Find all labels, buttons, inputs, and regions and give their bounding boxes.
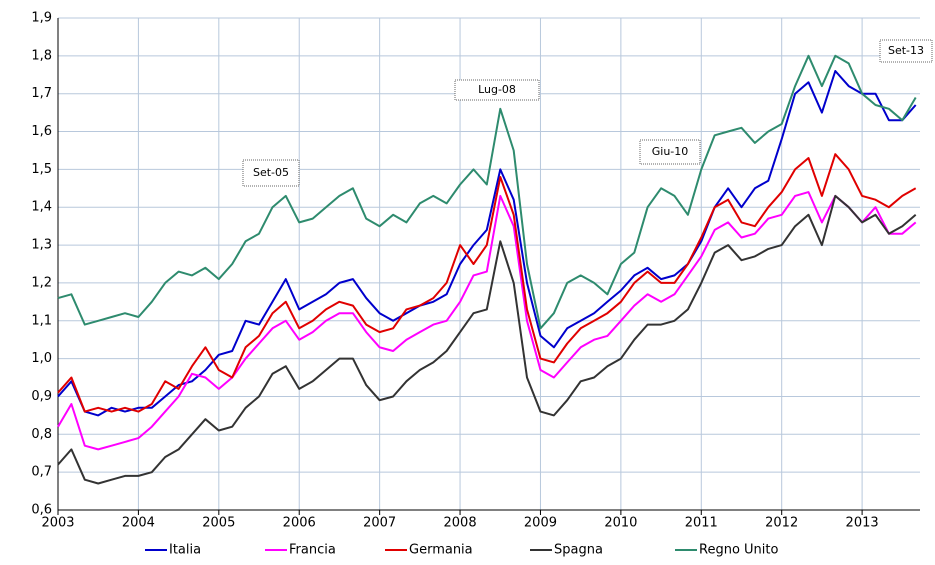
- annotation-box: [639, 139, 701, 165]
- x-tick-label: 2005: [202, 516, 235, 531]
- y-tick-label: 1,6: [31, 124, 52, 139]
- y-tick-label: 1,8: [31, 48, 52, 63]
- series-line: [57, 194, 917, 485]
- x-tick-label: 2006: [283, 516, 316, 531]
- annotation: Lug-08: [478, 83, 516, 96]
- y-tick-label: 0,7: [31, 465, 52, 480]
- annotation-box: [242, 159, 300, 187]
- x-tick-label: 2003: [41, 516, 74, 531]
- legend-label: Spagna: [554, 543, 603, 558]
- annotation-box: [879, 39, 933, 63]
- y-tick-label: 1,9: [31, 11, 52, 26]
- annotation: Set-13: [888, 44, 924, 57]
- x-tick-label: 2007: [363, 516, 396, 531]
- x-tick-label: 2012: [765, 516, 798, 531]
- series-line: [57, 54, 917, 330]
- y-tick-label: 0,8: [31, 427, 52, 442]
- legend-label: Germania: [409, 543, 473, 558]
- annotation: Giu-10: [652, 145, 689, 158]
- series-line: [57, 153, 917, 413]
- y-tick-label: 1,3: [31, 238, 52, 253]
- legend-label: Regno Unito: [699, 543, 778, 558]
- series-line: [57, 191, 917, 451]
- y-tick-label: 1,4: [31, 200, 52, 215]
- y-tick-label: 0,6: [31, 503, 52, 518]
- y-tick-label: 0,9: [31, 389, 52, 404]
- x-tick-label: 2009: [524, 516, 557, 531]
- y-tick-label: 1,7: [31, 86, 52, 101]
- annotation: Set-05: [253, 166, 289, 179]
- x-tick-label: 2010: [604, 516, 637, 531]
- x-tick-label: 2004: [122, 516, 155, 531]
- x-tick-label: 2008: [444, 516, 477, 531]
- y-tick-label: 1,5: [31, 162, 52, 177]
- legend-label: Francia: [289, 543, 336, 558]
- series-line: [57, 70, 917, 417]
- x-tick-label: 2011: [685, 516, 718, 531]
- legend-label: Italia: [169, 543, 201, 558]
- y-tick-label: 1,1: [31, 313, 52, 328]
- y-tick-label: 1,2: [31, 275, 52, 290]
- annotation-box: [454, 79, 540, 101]
- y-tick-label: 1,0: [31, 351, 52, 366]
- x-tick-label: 2013: [846, 516, 879, 531]
